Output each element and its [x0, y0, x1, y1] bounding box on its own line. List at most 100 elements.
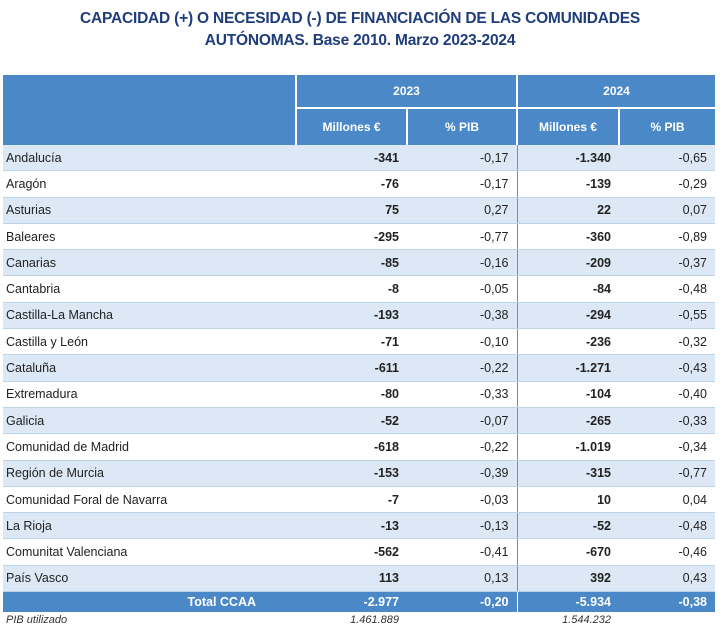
- millones-2023: 113: [296, 565, 407, 593]
- pib-2023: -0,38: [407, 302, 518, 330]
- pib-2023: 0,13: [407, 565, 518, 593]
- pib-spacer-2024: [619, 612, 715, 628]
- millones-2024: -360: [517, 223, 619, 251]
- region-name: País Vasco: [3, 565, 296, 593]
- table-row: Canarias -85 -0,16 -209 -0,37: [3, 249, 715, 277]
- region-name: Andalucía: [3, 145, 296, 172]
- millones-2023: -611: [296, 354, 407, 382]
- pib-2024: -0,34: [619, 433, 715, 461]
- millones-2023: -618: [296, 433, 407, 461]
- table-row: Galicia -52 -0,07 -265 -0,33: [3, 407, 715, 435]
- millones-2024: -670: [517, 538, 619, 566]
- header-millones-2023: Millones €: [296, 107, 408, 145]
- pib-2023: -0,05: [407, 275, 518, 303]
- total-millones-2023: -2.977: [296, 591, 407, 613]
- header-pib-2024: % PIB: [619, 107, 715, 145]
- millones-2024: -236: [517, 328, 619, 356]
- pib-2023: -0,22: [407, 433, 518, 461]
- region-name: Canarias: [3, 249, 296, 277]
- pib-label: PIB utilizado: [6, 614, 68, 627]
- pib-2023: -0,39: [407, 460, 518, 487]
- region-name: Comunidad de Madrid: [3, 433, 296, 461]
- total-label: Total CCAA: [3, 591, 296, 613]
- millones-2024: -315: [517, 460, 619, 487]
- table-row: Baleares -295 -0,77 -360 -0,89: [3, 223, 715, 251]
- millones-2023: -80: [296, 381, 407, 408]
- pib-value-2023: 1.461.889: [350, 614, 399, 627]
- pib-2023: -0,10: [407, 328, 518, 356]
- header-pib-2023: % PIB: [407, 107, 518, 145]
- total-row: Total CCAA -2.977 -0,20 -5.934 -0,38: [3, 591, 715, 613]
- table-row: Región de Murcia -153 -0,39 -315 -0,77: [3, 460, 715, 487]
- header-row-units: Millones € % PIB Millones € % PIB: [3, 107, 715, 145]
- pib-2024: -0,46: [619, 538, 715, 566]
- pib-2024: 0,43: [619, 565, 715, 593]
- millones-2024: -294: [517, 302, 619, 330]
- region-name: Castilla y León: [3, 328, 296, 356]
- millones-2024: -1.271: [517, 354, 619, 382]
- pib-2024: -0,55: [619, 302, 715, 330]
- report-title-line-1: CAPACIDAD (+) O NECESIDAD (-) DE FINANCI…: [80, 10, 640, 27]
- millones-2023: -52: [296, 407, 407, 435]
- millones-2023: -193: [296, 302, 407, 330]
- pib-2023: -0,07: [407, 407, 518, 435]
- millones-2024: -265: [517, 407, 619, 435]
- header-year-2024: 2024: [517, 75, 715, 108]
- pib-2024: -0,40: [619, 381, 715, 408]
- pib-spacer-2023: [407, 612, 517, 628]
- pib-2024: -0,43: [619, 354, 715, 382]
- table-row: Castilla-La Mancha -193 -0,38 -294 -0,55: [3, 302, 715, 330]
- millones-2023: -76: [296, 170, 407, 198]
- pib-2023: -0,33: [407, 381, 518, 408]
- millones-2023: -13: [296, 512, 407, 540]
- header-millones-2024: Millones €: [517, 107, 620, 145]
- pib-value-2024: 1.544.232: [562, 614, 611, 627]
- millones-2023: -85: [296, 249, 407, 277]
- region-name: Comunitat Valenciana: [3, 538, 296, 566]
- region-name: Extremadura: [3, 381, 296, 408]
- region-name: Cataluña: [3, 354, 296, 382]
- millones-2024: -209: [517, 249, 619, 277]
- table-row: Comunidad de Madrid -618 -0,22 -1.019 -0…: [3, 433, 715, 461]
- region-name: Aragón: [3, 170, 296, 198]
- footer-row: PIB utilizado 1.461.889 1.544.232: [3, 612, 715, 628]
- pib-2023: 0,27: [407, 197, 518, 224]
- millones-2024: 392: [517, 565, 619, 593]
- millones-2024: -84: [517, 275, 619, 303]
- total-millones-2024: -5.934: [517, 591, 619, 613]
- table-row: Comunitat Valenciana -562 -0,41 -670 -0,…: [3, 538, 715, 566]
- millones-2023: -295: [296, 223, 407, 251]
- millones-2023: -562: [296, 538, 407, 566]
- millones-2024: -104: [517, 381, 619, 408]
- pib-2024: -0,77: [619, 460, 715, 487]
- table-row: La Rioja -13 -0,13 -52 -0,48: [3, 512, 715, 540]
- pib-2023: -0,16: [407, 249, 518, 277]
- millones-2024: 22: [517, 197, 619, 224]
- header-blank-cell: [3, 75, 297, 145]
- table-row: País Vasco 113 0,13 392 0,43: [3, 565, 715, 593]
- pib-2023: -0,22: [407, 354, 518, 382]
- pib-2023: -0,13: [407, 512, 518, 540]
- region-name: Asturias: [3, 197, 296, 224]
- region-name: Castilla-La Mancha: [3, 302, 296, 330]
- region-name: Comunidad Foral de Navarra: [3, 486, 296, 514]
- pib-2024: 0,04: [619, 486, 715, 514]
- pib-2024: 0,07: [619, 197, 715, 224]
- pib-2024: -0,89: [619, 223, 715, 251]
- region-name: Cantabria: [3, 275, 296, 303]
- table-row: Comunidad Foral de Navarra -7 -0,03 10 0…: [3, 486, 715, 514]
- total-pib-2024: -0,38: [619, 591, 715, 613]
- report-title-line-2: AUTÓNOMAS. Base 2010. Marzo 2023-2024: [204, 32, 516, 49]
- table-row: Aragón -76 -0,17 -139 -0,29: [3, 170, 715, 198]
- pib-2024: -0,65: [619, 145, 715, 172]
- region-name: Galicia: [3, 407, 296, 435]
- financing-table: 2023 2024 Millones € % PIB Millones € % …: [3, 75, 715, 628]
- report-title: CAPACIDAD (+) O NECESIDAD (-) DE FINANCI…: [0, 8, 720, 52]
- millones-2023: -341: [296, 145, 407, 172]
- table-row: Cantabria -8 -0,05 -84 -0,48: [3, 275, 715, 303]
- pib-2023: -0,77: [407, 223, 518, 251]
- region-name: Baleares: [3, 223, 296, 251]
- millones-2023: -153: [296, 460, 407, 487]
- pib-2024: -0,48: [619, 512, 715, 540]
- pib-2024: -0,32: [619, 328, 715, 356]
